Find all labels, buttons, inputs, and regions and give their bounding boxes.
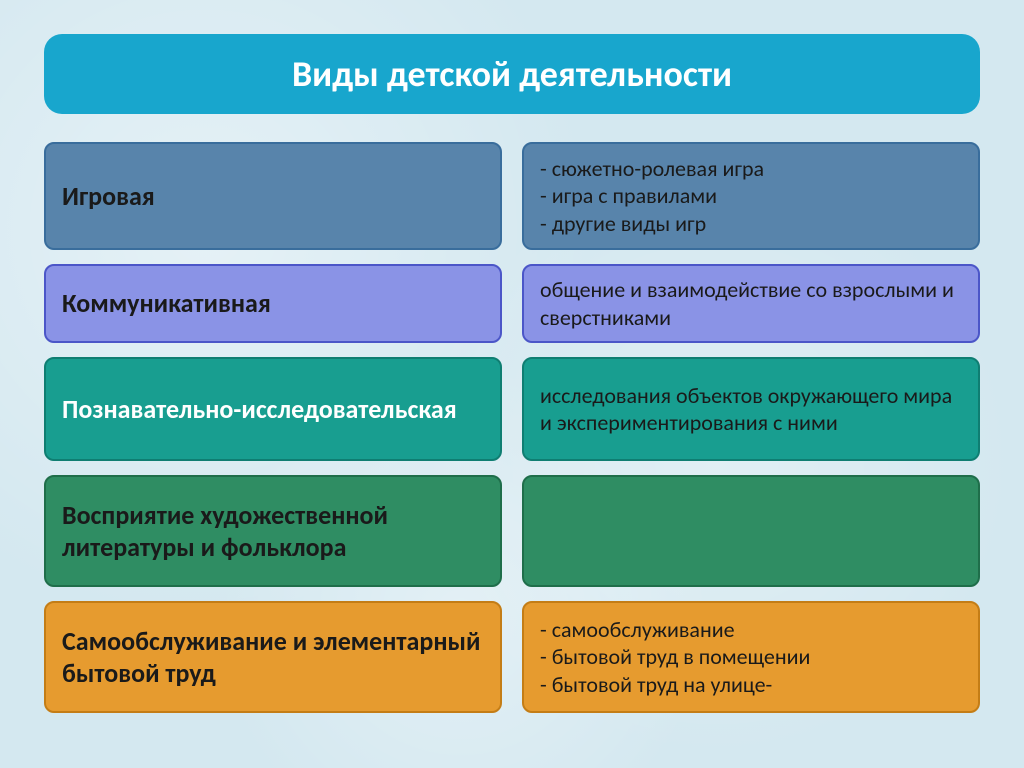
activity-label-text: Игровая xyxy=(62,180,484,213)
slide-title: Виды детской деятельности xyxy=(44,34,980,114)
activity-label-text: Восприятие художественной литературы и ф… xyxy=(62,499,484,564)
activity-desc-line: - бытовой труд на улице- xyxy=(540,671,962,699)
activity-desc-line: - сюжетно-ролевая игра xyxy=(540,155,962,183)
activity-label-text: Самообслуживание и элементарный бытовой … xyxy=(62,625,484,690)
activity-desc-line: - игра с правилами xyxy=(540,182,962,210)
activity-grid: Игровая - сюжетно-ролевая игра- игра с пр… xyxy=(44,142,980,713)
activity-desc-1: общение и взаимодействие со взрослыми и … xyxy=(522,264,980,343)
activity-desc-line: - самообслуживание xyxy=(540,616,962,644)
activity-desc-4: - самообслуживание- бытовой труд в помещ… xyxy=(522,601,980,713)
activity-label-3: Восприятие художественной литературы и ф… xyxy=(44,475,502,587)
activity-label-text: Коммуникативная xyxy=(62,287,484,320)
activity-label-text: Познавательно-исследовательская xyxy=(62,393,484,426)
activity-desc-line: исследования объектов окружающего мира и… xyxy=(540,382,962,437)
activity-desc-line: - бытовой труд в помещении xyxy=(540,643,962,671)
activity-desc-2: исследования объектов окружающего мира и… xyxy=(522,357,980,461)
activity-desc-line: - другие виды игр xyxy=(540,210,962,238)
activity-desc-0: - сюжетно-ролевая игра- игра с правилами… xyxy=(522,142,980,250)
activity-desc-line: общение и взаимодействие со взрослыми и … xyxy=(540,276,962,331)
activity-label-2: Познавательно-исследовательская xyxy=(44,357,502,461)
activity-label-4: Самообслуживание и элементарный бытовой … xyxy=(44,601,502,713)
activity-label-1: Коммуникативная xyxy=(44,264,502,343)
activity-label-0: Игровая xyxy=(44,142,502,250)
activity-desc-3 xyxy=(522,475,980,587)
